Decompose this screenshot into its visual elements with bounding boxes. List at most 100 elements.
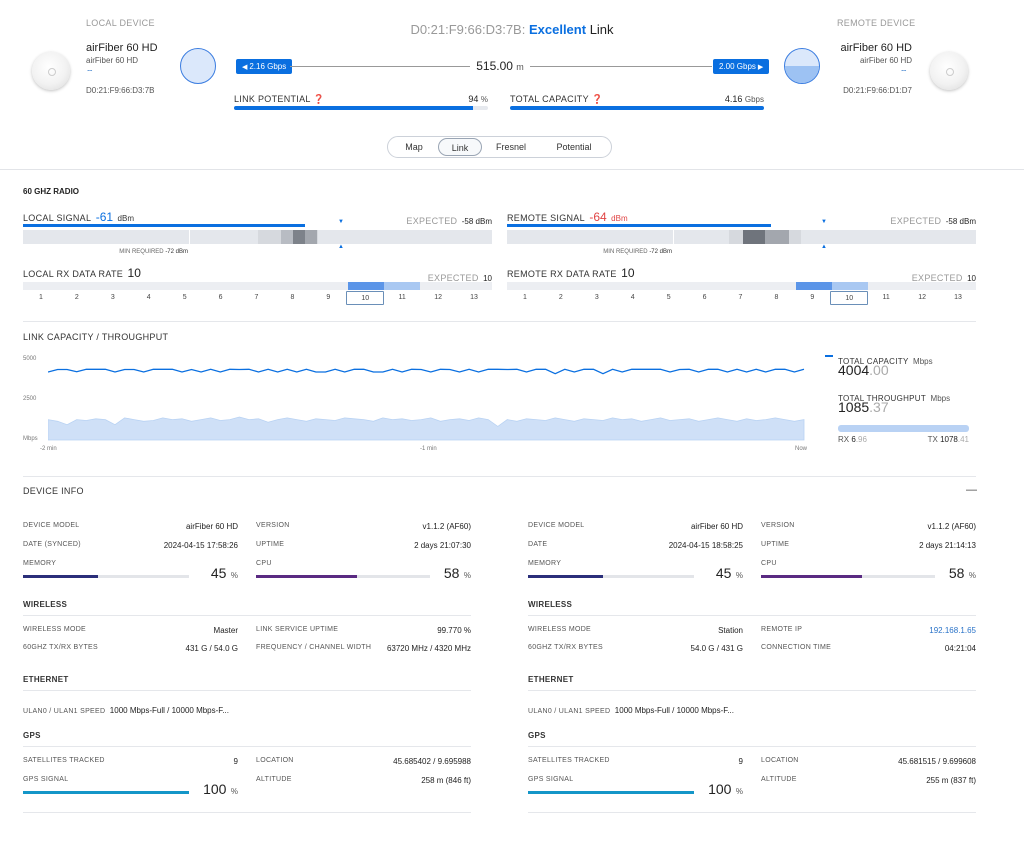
rx-tx-bar (838, 425, 969, 432)
throughput-area (48, 416, 805, 441)
location-label: LOCATION (761, 757, 799, 764)
device-model-label: DEVICE MODEL (528, 522, 585, 529)
x-tick-end: Now (795, 446, 808, 452)
local-rate-badge: ◀ 2.16 Gbps (236, 59, 293, 74)
throughput-chart[interactable] (48, 355, 806, 443)
link-mac: D0:21:F9:66:D3:7B: (410, 22, 526, 37)
local-rx-expected: EXPECTED 10 (427, 273, 492, 283)
rate-4: 4 (146, 294, 151, 301)
rate-2: 2 (74, 294, 79, 301)
tx-rx-bytes-value: 54.0 G / 431 G (690, 644, 743, 653)
gps-signal-value: 100 % (708, 781, 743, 797)
link-distance: 515.00 m (476, 59, 524, 73)
local-device-name[interactable]: airFiber 60 HD (86, 42, 158, 54)
rate-5: 5 (182, 294, 187, 301)
altitude-label: ALTITUDE (256, 776, 292, 783)
divider (23, 690, 471, 691)
version-value: v1.1.2 (AF60) (422, 522, 471, 531)
rate-3: 3 (110, 294, 115, 301)
total-capacity-label: TOTAL CAPACITY ❓ (510, 94, 604, 104)
local-device-image[interactable] (32, 52, 70, 90)
remote-rate-scale: 1 2 3 4 5 6 7 8 9 10 11 12 13 (507, 291, 976, 305)
gps-section-title: GPS (528, 731, 546, 740)
rate-2: 2 (558, 294, 563, 301)
memory-label: MEMORY (528, 560, 562, 567)
cpu-label: CPU (256, 560, 272, 567)
local-expected: EXPECTED -58 dBm (406, 216, 492, 226)
wireless-r2-value: 63720 MHz / 4320 MHz (386, 644, 471, 653)
rate-13: 13 (470, 294, 478, 301)
tab-map[interactable]: Map (405, 142, 423, 152)
wireless-mode-value: Master (213, 626, 238, 635)
divider (23, 476, 976, 477)
device-model-label: DEVICE MODEL (23, 522, 80, 529)
date-label: DATE (528, 541, 548, 548)
local-device-mac: D0:21:F9:66:D3:7B (86, 86, 155, 95)
local-min-required: MIN REQUIRED -72 dBm (119, 249, 188, 255)
location-label: LOCATION (256, 757, 294, 764)
local-device-model: airFiber 60 HD (86, 56, 139, 65)
tab-potential[interactable]: Potential (556, 142, 592, 152)
capacity-value: 4004.00 (838, 362, 889, 378)
memory-value: 45 % (210, 565, 238, 581)
version-label: VERSION (761, 522, 795, 529)
help-icon[interactable]: ❓ (591, 94, 604, 104)
wireless-r1-value: 99.770 % (437, 626, 471, 635)
remote-rx-bar (507, 282, 976, 290)
link-quality: Excellent (528, 22, 587, 37)
expected-marker-icon: ▲ (338, 244, 344, 250)
local-signal-ball (180, 48, 216, 84)
wireless-r1-label: REMOTE IP (761, 626, 803, 633)
total-capacity-value: 4.16 Gbps (724, 94, 764, 104)
help-icon[interactable]: ❓ (313, 94, 325, 104)
rate-8: 8 (774, 294, 779, 301)
remote-rx-title: REMOTE RX DATA RATE 10 (507, 266, 635, 280)
divider (23, 615, 471, 616)
link-title: D0:21:F9:66:D3:7B: Excellent Link (0, 22, 1024, 37)
tab-link[interactable]: Link (438, 138, 482, 156)
remote-device-name[interactable]: airFiber 60 HD (840, 42, 912, 54)
rate-10: 10 (830, 291, 869, 305)
y-tick-5000: 5000 (23, 356, 37, 362)
remote-signal-title: REMOTE SIGNAL -64 dBm (507, 210, 628, 224)
link-word: Link (589, 22, 614, 37)
uptime-value: 2 days 21:14:13 (919, 541, 976, 550)
local-rx-bar (23, 282, 492, 290)
rate-11: 11 (398, 294, 406, 301)
divider (528, 615, 976, 616)
date-value: 2024-04-15 17:58:26 (163, 541, 238, 550)
date-value: 2024-04-15 18:58:25 (668, 541, 743, 550)
wireless-r1-value: 192.168.1.65 (929, 626, 976, 635)
satellites-label: SATELLITES TRACKED (528, 757, 610, 764)
satellites-label: SATELLITES TRACKED (23, 757, 105, 764)
satellites-value: 9 (738, 757, 743, 766)
divider (528, 690, 976, 691)
minus-icon[interactable]: — (966, 484, 977, 496)
satellites-value: 9 (233, 757, 238, 766)
gps-signal-bar (23, 791, 189, 794)
rate-13: 13 (954, 294, 962, 301)
remote-device-image[interactable] (930, 52, 968, 90)
version-label: VERSION (256, 522, 290, 529)
remote-min-required: MIN REQUIRED -72 dBm (603, 249, 672, 255)
wireless-mode-label: WIRELESS MODE (528, 626, 592, 633)
wireless-r2-value: 04:21:04 (944, 644, 976, 653)
rate-7: 7 (738, 294, 743, 301)
rate-8: 8 (290, 294, 295, 301)
y-tick-2500: 2500 (23, 396, 37, 402)
gps-section-title: GPS (23, 731, 41, 740)
rate-12: 12 (434, 294, 442, 301)
x-tick-mid: -1 min (420, 446, 437, 452)
local-rate-scale: 1 2 3 4 5 6 7 8 9 10 11 12 13 (23, 291, 492, 305)
memory-bar (23, 575, 189, 578)
uptime-label: UPTIME (256, 541, 285, 548)
gps-signal-label: GPS SIGNAL (23, 776, 69, 783)
remote-signal-ball (784, 48, 820, 84)
tx-rx-bytes-label: 60GHZ TX/RX BYTES (23, 644, 98, 651)
device-model-value: airFiber 60 HD (690, 522, 743, 531)
wireless-r1-label: LINK SERVICE UPTIME (256, 626, 339, 633)
cpu-bar (761, 575, 935, 578)
link-potential-label: LINK POTENTIAL ❓ (234, 94, 325, 104)
tab-fresnel[interactable]: Fresnel (495, 142, 526, 152)
remote-device-model: airFiber 60 HD (859, 56, 912, 65)
